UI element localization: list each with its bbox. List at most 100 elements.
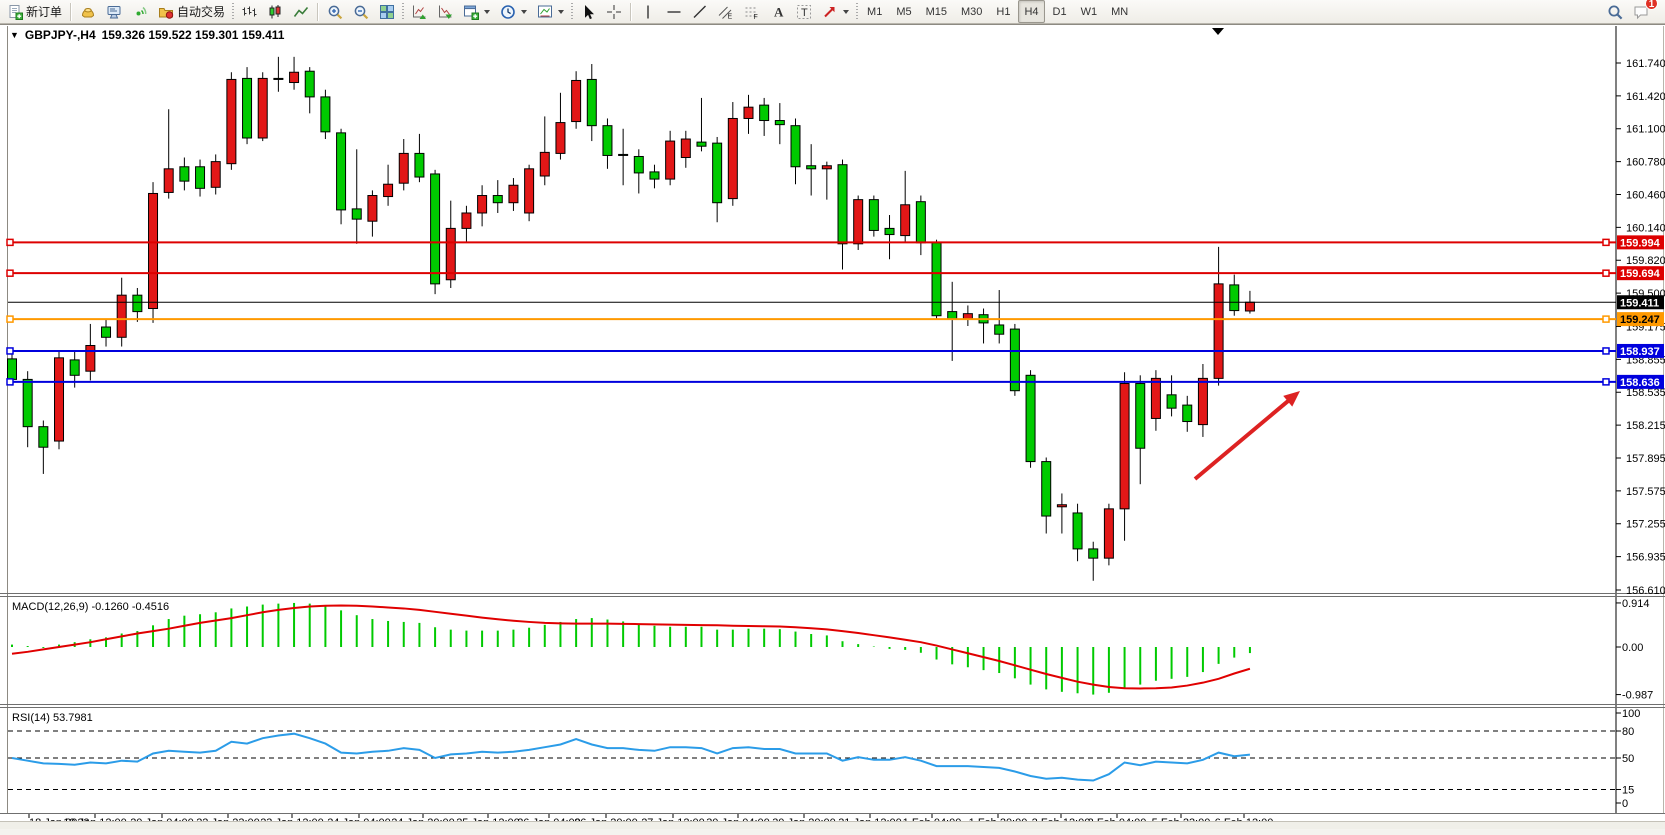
bear-candle [414,152,425,178]
bar-chart-button[interactable] [237,0,261,23]
bull-candle [367,195,378,222]
new-chart-button[interactable] [459,0,494,23]
toolbar-separator [630,2,633,21]
bear-candle [649,171,660,180]
timeframe-button-mn[interactable]: MN [1111,5,1129,18]
trendline-tool-button[interactable] [688,0,712,23]
toolbar-grip [856,2,859,21]
timeframe-button-w1[interactable]: W1 [1080,5,1098,18]
rsi-axis-label: 0 [1622,798,1628,810]
gold-icon-button[interactable] [76,0,100,23]
bull-candle [54,357,65,442]
bull-candle [680,138,691,159]
timeframe-button-d1[interactable]: D1 [1052,5,1067,18]
templates-button[interactable] [533,0,568,23]
bear-candle [586,78,597,127]
hline-handle[interactable] [1602,238,1610,247]
tile-windows-button[interactable] [375,0,399,23]
fibo-icon: F [745,7,758,20]
price-axis-label: 156.610 [1626,585,1665,597]
bear-candle [712,142,723,204]
chart-shift-marker[interactable] [1212,28,1224,35]
macd-signal-line [11,604,1251,690]
timeframe-button-m5[interactable]: M5 [896,5,912,18]
bull-candle [148,192,159,310]
hline-handle[interactable] [6,238,14,247]
timeframe-button-h1[interactable]: H1 [996,5,1011,18]
labelt-icon: T [797,4,812,19]
zoom-out-button[interactable] [349,0,373,23]
text-tool-button[interactable]: A [766,0,790,23]
fibonacci-tool-button[interactable]: F [740,0,764,23]
zoomout-icon [354,5,369,19]
timeframe-button-m1[interactable]: M1 [867,5,883,18]
new-order-button[interactable]: 新订单 [3,0,66,23]
hline-handle[interactable] [6,378,14,386]
label-tool-button[interactable]: T [792,0,816,23]
channel-icon: E [718,6,733,20]
hline-handle[interactable] [6,269,14,277]
hline-handle[interactable] [1602,315,1610,323]
level-price-tag [1617,235,1664,250]
macd-axis-label: 0.914 [1622,598,1650,610]
terminal-icon-button[interactable] [102,0,126,23]
bear-candle [101,326,112,338]
trend-arrow-annotation[interactable] [1193,395,1294,481]
bear-candle [1229,284,1240,312]
macd-axis-label: 0.00 [1622,642,1643,654]
bull-candle [398,152,409,184]
bear-candle [195,166,206,189]
chart-window: 161.740 161.420 161.100 160.780 160.460 160.1… [0,24,1665,829]
bull-candle [383,183,394,198]
indicator-down-button[interactable] [433,0,457,23]
gold-icon [82,7,95,17]
price-axis-label: 160.460 [1626,189,1665,201]
bear-candle [915,201,926,244]
bull-candle [900,204,911,237]
signal-icon-button[interactable] [128,0,152,23]
arrows-tool-button[interactable] [818,0,853,23]
autotrade-button[interactable]: 自动交易 [154,0,229,23]
bear-candle [69,359,80,376]
channel-tool-button[interactable]: E [714,0,738,23]
price-axis-label: 157.575 [1626,486,1665,498]
bull-candle [571,79,582,123]
notifications-button[interactable]: 1 [1629,0,1658,23]
hline-handle[interactable] [1602,269,1610,277]
timeframe-button-h4[interactable]: H4 [1018,0,1045,23]
periods-button[interactable] [496,0,531,23]
timeframe-button-m15[interactable]: M15 [925,5,947,18]
hline-handle[interactable] [6,315,14,323]
zoom-in-button[interactable] [323,0,347,23]
line-chart-button[interactable] [289,0,313,23]
bull-candle [445,227,456,281]
vline-icon [647,5,649,18]
current-price-tag [1617,295,1664,310]
bull-candle [665,140,676,180]
horizontal-line-tool-button[interactable] [662,0,686,23]
chevron-down-icon[interactable] [484,9,491,14]
chevron-down-icon[interactable] [558,9,565,14]
current-price-tag-text: 159.411 [1620,297,1659,309]
vertical-line-tool-button[interactable] [636,0,660,23]
candlestick-chart-button[interactable] [263,0,287,23]
crosshair-tool-button[interactable] [602,0,626,23]
chevron-down-icon[interactable] [843,9,850,14]
hline-handle[interactable] [1602,347,1610,355]
bull-candle [210,161,221,188]
bars-icon [242,6,257,16]
price-axis-label: 156.935 [1626,552,1665,564]
bear-candle [22,378,33,428]
chevron-down-icon[interactable] [521,9,528,14]
hline-handle[interactable] [1602,378,1610,386]
notification-badge: 1 [1645,0,1658,10]
level-price-tag [1617,266,1664,281]
hline-handle[interactable] [6,347,14,355]
bear-candle [38,426,49,448]
indicator-up-button[interactable] [407,0,431,23]
trend-icon [693,5,707,18]
cursor-tool-button[interactable] [576,0,600,23]
bull-candle [477,195,488,214]
search-button[interactable] [1603,0,1627,23]
timeframe-button-m30[interactable]: M30 [961,5,983,18]
